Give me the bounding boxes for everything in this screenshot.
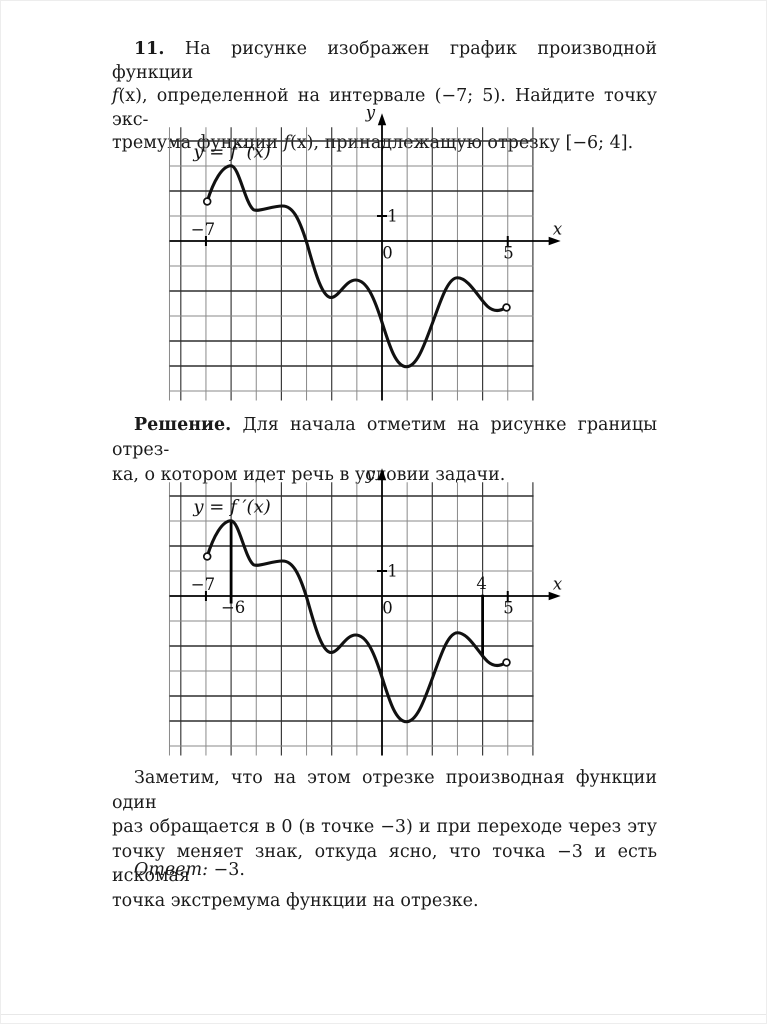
graph-label: −7 [191, 575, 215, 594]
open-endpoint [502, 658, 511, 667]
graph-label: −6 [221, 598, 245, 617]
graph-label: −7 [191, 220, 215, 239]
conclusion-line-4: точка экстремума функции на отрезке. [112, 890, 479, 911]
answer-value: −3. [207, 860, 245, 880]
f-symbol: f [283, 133, 290, 153]
graph-label: y [365, 465, 376, 484]
open-endpoint [202, 552, 212, 561]
problem-number: 11. [134, 39, 165, 59]
problem-line-2: f(x), определенной на интервале (−7; 5).… [112, 85, 657, 132]
y-axis-arrow [377, 468, 387, 481]
x-axis-arrow [548, 236, 561, 246]
graph-label: x [553, 575, 563, 594]
graph-label: 4 [476, 574, 487, 593]
open-endpoint [202, 197, 212, 206]
answer-line: Ответ: −3. [112, 858, 657, 883]
graph-label: 5 [503, 244, 514, 263]
graph-label: 0 [382, 599, 393, 618]
derivative-curve [205, 519, 507, 724]
conclusion-line-3: точку меняет знак, откуда ясно, что точк… [112, 841, 657, 887]
x-axis-arrow [548, 591, 561, 601]
problem-statement: 11. На рисунке изображен график производ… [112, 38, 657, 156]
answer: Ответ: −3. [112, 858, 657, 883]
derivative-graph-1: y = f ′(x) −7 1 0 5 x y [168, 103, 563, 401]
graph-label: 5 [503, 599, 514, 618]
graph-label: y = f ′(x) [192, 497, 270, 518]
answer-label: Ответ: [134, 860, 208, 880]
problem-line-2-text: (x), определенной на интервале (−7; 5). … [112, 86, 657, 130]
problem-line-3: тремума функции f(x), принадлежащую отре… [112, 132, 657, 156]
solution-line-1-text: Для начала отметим на рисунке границы от… [112, 415, 657, 460]
solution-heading: Решение. [134, 415, 232, 435]
solution-line-1: Решение. Для начала отметим на рисунке г… [112, 413, 657, 463]
problem-line-3-pre: тремума функции [112, 133, 284, 153]
derivative-curve [205, 164, 507, 369]
graph-label: 0 [382, 244, 393, 263]
conclusion-text: Заметим, что на этом отрезке производная… [112, 766, 657, 914]
page-bottom-rule [1, 1014, 766, 1015]
graph-label: 1 [387, 562, 398, 581]
graph-label: y = f ′(x) [192, 142, 270, 163]
conclusion-line-1: Заметим, что на этом отрезке производная… [112, 768, 657, 813]
graph-label: x [553, 220, 563, 239]
solution-text: Решение. Для начала отметим на рисунке г… [112, 413, 657, 488]
f-symbol: f [112, 86, 119, 106]
y-axis-arrow [377, 113, 387, 126]
conclusion-line-2: раз обращается в 0 (в точке −3) и при пе… [112, 817, 657, 838]
graph-label: y [365, 103, 376, 122]
open-endpoint [502, 303, 511, 312]
problem-line-1: 11. На рисунке изображен график производ… [112, 38, 657, 85]
solution-line-2: ка, о котором идет речь в условии задачи… [112, 465, 506, 485]
problem-line-1-text: На рисунке изображен график производной … [112, 39, 657, 83]
graph-label: 1 [387, 207, 398, 226]
problem-line-3-text: (x), принадлежащую отрезку [−6; 4]. [289, 133, 634, 153]
derivative-graph-2: y = f ′(x) −7 −6 1 0 45 x y [168, 465, 563, 756]
